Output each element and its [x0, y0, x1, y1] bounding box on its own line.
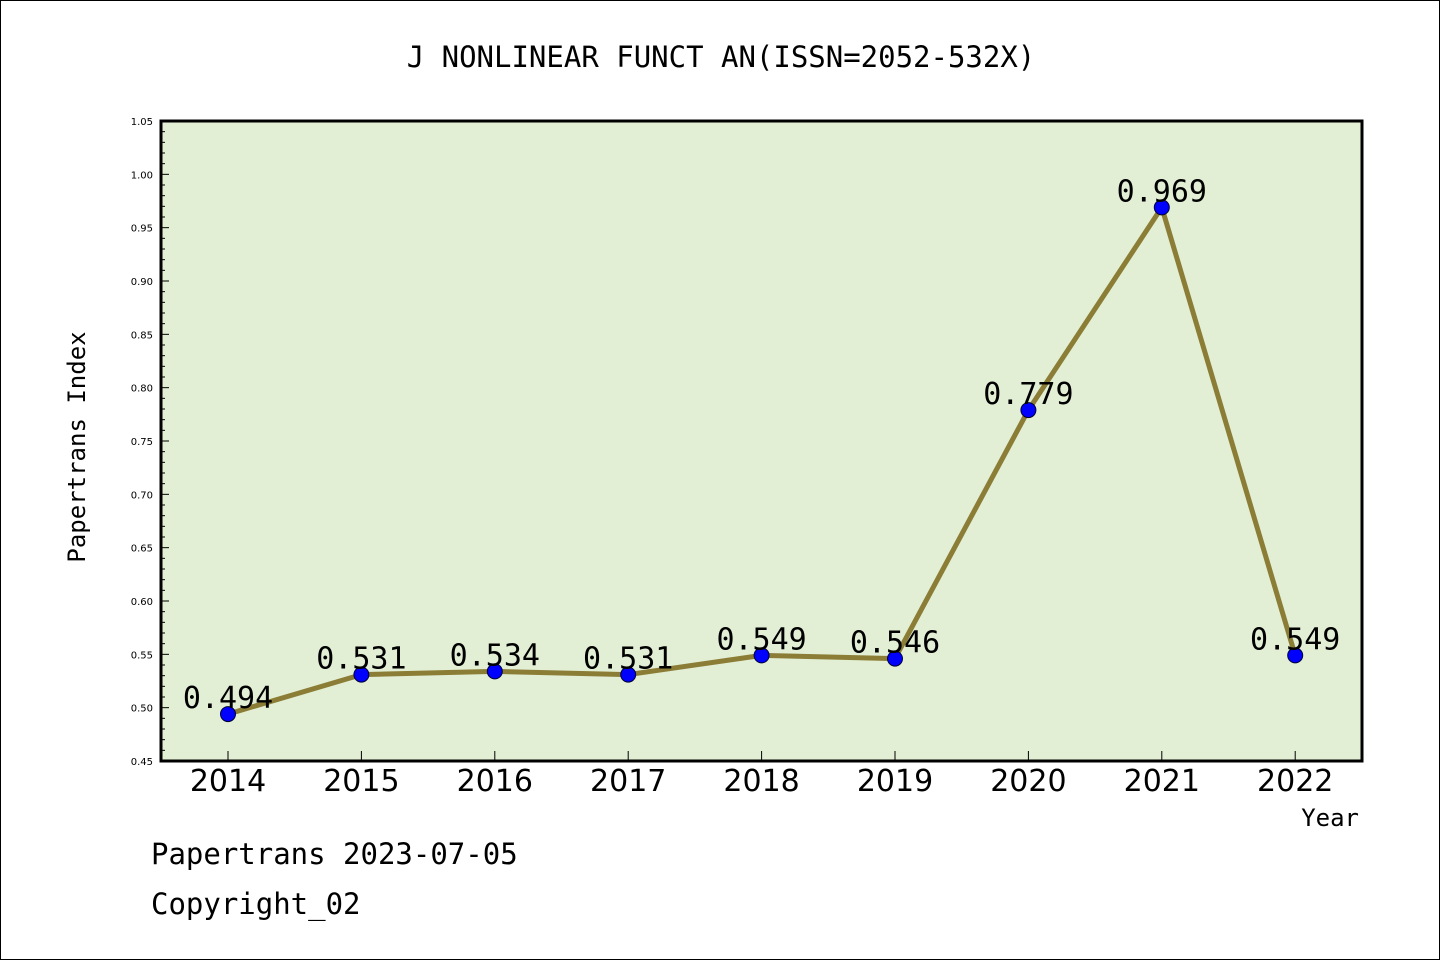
data-point — [1287, 647, 1304, 664]
data-label: 0.546 — [850, 626, 940, 661]
x-tick-label: 2015 — [323, 764, 399, 799]
data-label: 0.531 — [316, 642, 406, 677]
data-point — [1153, 199, 1170, 216]
x-tick-label: 2021 — [1124, 764, 1200, 799]
footer-copyright: Copyright_02 — [151, 887, 361, 921]
x-tick-label: 2019 — [857, 764, 933, 799]
x-tick-label: 2018 — [723, 764, 799, 799]
y-axis-ticks: 0.45 0.50 0.55 0.60 0.65 0.70 0.75 0.80 0.85 0.90… — [131, 117, 169, 768]
data-point — [753, 647, 770, 664]
data-label: 0.779 — [983, 377, 1073, 412]
y-tick-label: 1.05 — [131, 117, 153, 128]
y-tick-label: 0.95 — [131, 224, 153, 235]
data-label: 0.494 — [183, 681, 273, 716]
y-tick-label: 0.75 — [131, 437, 153, 448]
data-label: 0.534 — [450, 638, 540, 673]
x-tick-label: 2016 — [457, 764, 533, 799]
y-tick-label: 0.70 — [131, 490, 153, 501]
y-tick-label: 0.55 — [131, 650, 153, 661]
x-axis-ticks: 2014 2015 2016 2017 2018 2019 2020 2021 2022 — [190, 751, 1333, 799]
plot-border — [159, 119, 1364, 763]
y-tick-label: 1.00 — [131, 170, 153, 181]
x-tick-label: 2017 — [590, 764, 666, 799]
data-point — [486, 663, 503, 680]
data-label: 0.969 — [1117, 174, 1207, 209]
y-tick-label: 0.80 — [131, 384, 153, 395]
data-series — [220, 199, 1304, 723]
y-tick-label: 0.45 — [131, 757, 153, 768]
y-axis-label: Papertrans Index — [63, 331, 91, 562]
data-point — [620, 666, 637, 683]
x-axis-label: Year — [1301, 804, 1359, 832]
data-point — [1020, 402, 1037, 419]
data-point — [887, 650, 903, 667]
data-label: 0.549 — [1250, 622, 1340, 657]
data-labels: 0.494 0.531 0.534 0.531 0.549 0.546 0.779 0.969… — [183, 174, 1341, 716]
y-tick-label: 0.65 — [131, 544, 153, 555]
data-point — [220, 706, 236, 723]
y-tick-label: 0.90 — [131, 277, 153, 288]
chart-title: J NONLINEAR FUNCT AN(ISSN=2052-532X) — [407, 40, 1036, 74]
data-label: 0.531 — [583, 642, 673, 677]
x-tick-label: 2020 — [990, 764, 1066, 799]
x-tick-label: 2014 — [190, 764, 266, 799]
x-tick-label: 2022 — [1257, 764, 1333, 799]
data-label: 0.549 — [716, 622, 806, 657]
y-tick-label: 0.50 — [131, 704, 153, 715]
data-point — [353, 666, 370, 683]
y-tick-label: 0.85 — [131, 330, 153, 341]
footer-date-line: Papertrans 2023-07-05 — [151, 837, 518, 871]
y-tick-label: 0.60 — [131, 597, 153, 608]
